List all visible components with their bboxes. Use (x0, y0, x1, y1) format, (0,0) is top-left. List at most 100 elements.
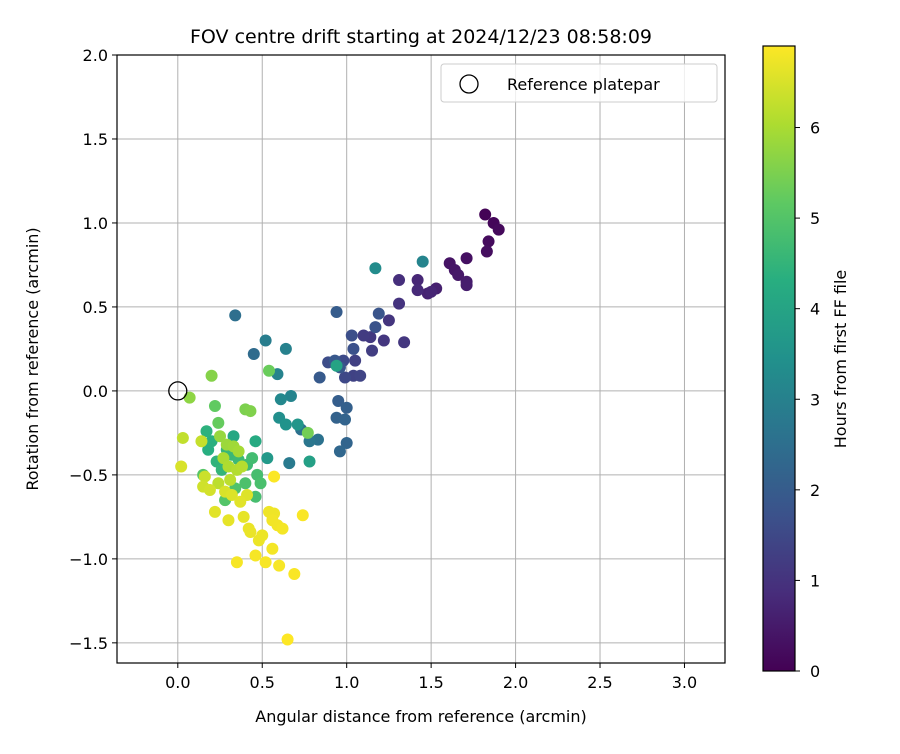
x-tick-label: 2.5 (587, 673, 612, 692)
scatter-point (279, 418, 292, 431)
colorbar-tick-label: 3 (810, 390, 820, 409)
scatter-point (339, 371, 351, 384)
colorbar-gradient (762, 45, 796, 672)
colorbar-label: Hours from first FF file (831, 270, 850, 449)
x-tick-label: 3.0 (672, 673, 697, 692)
scatter-point (222, 514, 235, 527)
scatter-point (303, 455, 316, 468)
scatter-point (234, 495, 247, 508)
scatter-point (237, 510, 250, 523)
scatter-point (261, 452, 274, 465)
scatter-point (263, 364, 275, 377)
scatter-point (482, 235, 495, 248)
scatter-point (212, 416, 225, 429)
colorbar-tick-label: 1 (810, 571, 820, 590)
scatter-point (460, 279, 473, 292)
scatter-point (333, 445, 346, 458)
scatter-point (198, 470, 211, 483)
scatter-point (369, 262, 382, 275)
plot-frame (116, 54, 726, 664)
scatter-point (347, 342, 360, 355)
scatter-point (205, 369, 218, 382)
colorbar-tick-label: 0 (810, 662, 820, 681)
scatter-point (283, 457, 296, 470)
scatter-point (175, 460, 188, 473)
y-axis-ticks: −1.5 −1.0 −0.5 0.0 0.5 1.0 1.5 2.0 (69, 46, 117, 653)
scatter-point (357, 329, 370, 342)
legend-box (440, 63, 718, 103)
scatter-point (266, 542, 279, 555)
scatter-point (330, 359, 343, 372)
x-tick-label: 2.0 (503, 673, 528, 692)
scatter-point (393, 274, 406, 287)
scatter-point (345, 329, 358, 342)
grid-lines (117, 54, 725, 663)
scatter-point (208, 400, 221, 413)
colorbar-tick-label: 6 (810, 119, 820, 138)
legend: Reference platepar (440, 63, 718, 103)
scatter-point (339, 413, 351, 426)
x-tick-label: 1.0 (334, 673, 359, 692)
scatter-point (340, 436, 353, 449)
scatter-point (369, 321, 382, 334)
legend-marker (459, 74, 479, 94)
scatter-point (239, 477, 252, 490)
y-tick-label: 1.0 (83, 214, 108, 233)
scatter-point (274, 393, 287, 406)
scatter-point (279, 342, 292, 355)
x-axis-ticks: 0.0 0.5 1.0 1.5 2.0 2.5 3.0 (165, 663, 697, 692)
scatter-point (276, 522, 289, 535)
scatter-point (372, 307, 385, 320)
scatter-point (183, 391, 196, 404)
scatter-point (411, 274, 424, 287)
scatter-point (249, 435, 262, 448)
y-tick-label: 2.0 (83, 46, 108, 65)
scatter-point (452, 269, 465, 282)
scatter-point (330, 305, 343, 318)
colorbar-tick-label: 2 (810, 481, 820, 500)
x-tick-label: 0.0 (165, 673, 190, 692)
scatter-point (230, 556, 243, 569)
scatter-point (273, 559, 286, 572)
scatter-point (288, 567, 301, 580)
scatter-point (244, 525, 257, 538)
scatter-point (229, 309, 242, 322)
scatter-point (425, 285, 438, 298)
colorbar: 0 1 2 3 4 5 6 Hours from first FF file (762, 45, 850, 681)
scatter-point (195, 435, 208, 448)
scatter-point (480, 245, 493, 258)
scatter-point (259, 334, 272, 347)
scatter-point (296, 509, 309, 522)
scatter-point (416, 255, 429, 268)
y-tick-label: −1.0 (69, 550, 108, 569)
scatter-point (224, 473, 237, 486)
scatter-point (382, 314, 395, 327)
scatter-point (479, 208, 492, 221)
scatter-points (175, 208, 505, 646)
scatter-point (203, 484, 216, 497)
scatter-point (281, 633, 294, 646)
scatter-point (377, 334, 390, 347)
colorbar-tick-label: 5 (810, 209, 820, 228)
scatter-point (212, 477, 225, 490)
scatter-point (354, 369, 367, 382)
scatter-point (214, 430, 227, 443)
y-tick-label: −1.5 (69, 634, 108, 653)
scatter-point (254, 477, 267, 490)
scatter-point (235, 460, 248, 473)
scatter-point (232, 445, 245, 458)
scatter-point (200, 425, 213, 438)
scatter-point (398, 336, 411, 349)
legend-entry-label: Reference platepar (507, 75, 660, 94)
x-tick-label: 0.5 (250, 673, 275, 692)
scatter-point (393, 297, 406, 310)
scatter-point (366, 344, 379, 357)
scatter-point (246, 452, 259, 465)
colorbar-ticks: 0 1 2 3 4 5 6 (795, 119, 820, 681)
y-tick-label: 0.0 (83, 382, 108, 401)
y-tick-label: 1.5 (83, 130, 108, 149)
scatter-point (268, 470, 281, 483)
scatter-point (244, 405, 257, 418)
scatter-point (247, 347, 260, 360)
scatter-point (227, 430, 240, 443)
